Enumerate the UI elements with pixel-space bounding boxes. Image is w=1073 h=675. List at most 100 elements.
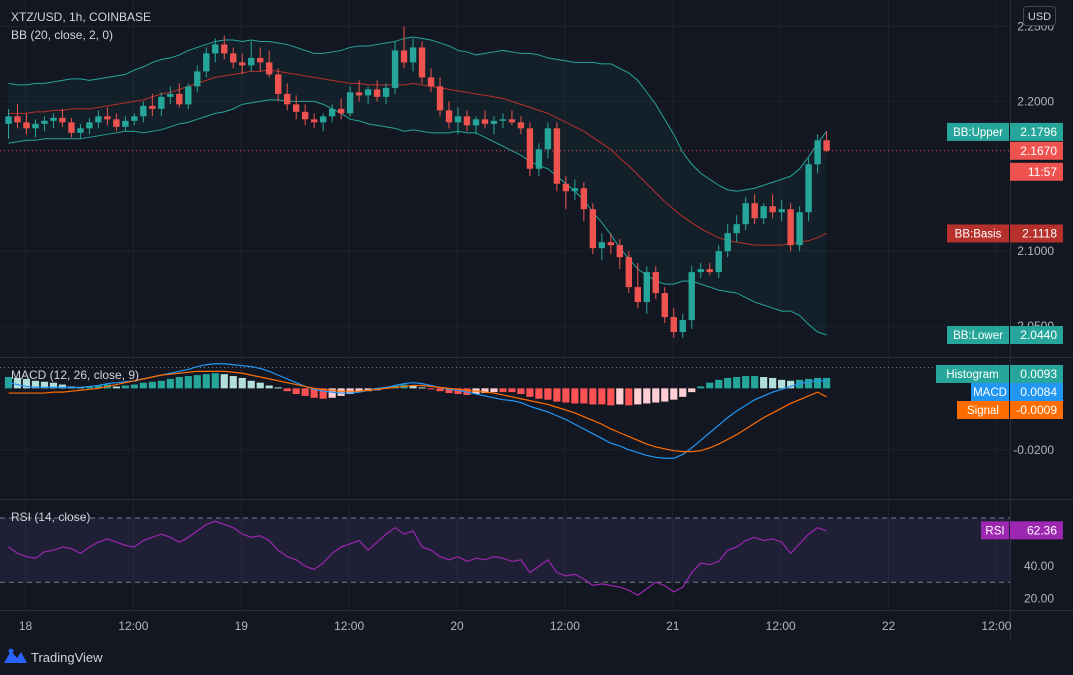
bb-band-fill <box>8 36 827 336</box>
candle-body <box>715 251 722 273</box>
chart-title[interactable]: XTZ/USD, 1h, COINBASE <box>11 10 151 24</box>
macd-histogram-bar <box>202 374 210 389</box>
candle-body <box>427 77 435 87</box>
macd-histogram-bar <box>589 388 597 405</box>
brand-name[interactable]: TradingView <box>31 650 103 665</box>
macd-histogram-bar <box>292 388 300 395</box>
rsi-pane <box>0 517 1010 596</box>
bb-upper-tag-name: BB:Upper <box>953 127 1003 139</box>
bb-legend[interactable]: BB (20, close, 2, 0) <box>11 28 113 42</box>
candle-body <box>463 116 471 126</box>
candle-body <box>490 120 498 124</box>
candle-body <box>86 122 93 129</box>
macd-histogram-bar <box>121 385 129 389</box>
currency-button[interactable]: USD <box>1023 6 1056 26</box>
macd-histogram-bar <box>94 385 102 389</box>
time-tick-label: 12:00 <box>550 619 580 633</box>
candle-body <box>436 86 444 111</box>
candle-body <box>445 110 453 123</box>
candle-body <box>634 287 641 303</box>
macd-histogram-bar <box>661 388 669 402</box>
candle-body <box>508 119 516 123</box>
countdown-bg <box>1010 162 1063 181</box>
candle-body <box>77 128 84 133</box>
rsi-tick-label: 20.00 <box>1024 591 1054 605</box>
candle-body <box>562 183 570 192</box>
candle-body <box>319 116 327 123</box>
bb-upper-line <box>8 36 827 192</box>
candle-body <box>122 120 129 127</box>
bb-upper-tag: BB:Upper 2.1796 <box>947 122 1063 141</box>
signal-tag-value: -0.0009 <box>1016 403 1057 417</box>
macd-histogram-bar <box>157 380 165 389</box>
candle-body <box>221 44 228 54</box>
candle-body <box>544 128 552 150</box>
candle-body <box>41 120 48 124</box>
currency-button-label[interactable]: USD <box>1028 11 1051 23</box>
macd-histogram-bar <box>418 387 426 389</box>
candle-body <box>526 128 534 169</box>
macd-histogram-bar <box>508 388 516 393</box>
candle-body <box>418 47 426 78</box>
candle-body <box>688 272 695 321</box>
tradingview-logo[interactable]: TradingView <box>4 648 103 665</box>
countdown-timer: 11:57 <box>1028 165 1057 179</box>
candle-body <box>805 164 812 213</box>
candle-body <box>68 122 75 133</box>
bb-lower-tag-value: 2.0440 <box>1020 328 1057 342</box>
macd-legend[interactable]: MACD (12, 26, close, 9) <box>11 368 139 382</box>
candle-body <box>212 44 219 54</box>
candle-body <box>328 108 336 117</box>
macd-histogram-bar <box>265 385 273 389</box>
bb-lower-tag-name-bg <box>947 326 1009 345</box>
macd-histogram-bar <box>553 388 561 402</box>
candle-body <box>203 53 210 72</box>
macd-histogram-bar <box>58 384 67 389</box>
macd-histogram-bar <box>822 377 831 389</box>
macd-histogram-bar <box>544 388 552 400</box>
signal-tag-name: Signal <box>967 405 999 417</box>
rsi-legend[interactable]: RSI (14, close) <box>11 510 90 524</box>
macd-histogram-bar <box>256 382 264 389</box>
candle-body <box>706 269 713 273</box>
macd-histogram-bar <box>13 377 22 389</box>
currency-button-frame[interactable] <box>1023 6 1056 26</box>
candle-body <box>59 117 66 123</box>
time-tick-label: 12:00 <box>118 619 148 633</box>
candle-body <box>364 89 372 96</box>
macd-histogram-bar <box>274 387 282 389</box>
candle-body <box>589 209 597 249</box>
candle-body <box>14 116 21 123</box>
macd-histogram-bar <box>229 376 237 389</box>
time-tick-label: 18 <box>19 619 33 633</box>
macd-histogram-bar <box>481 388 489 394</box>
candle-body <box>517 122 525 129</box>
macd-histogram-bar <box>580 388 588 404</box>
bb-basis-tag-name-bg <box>947 224 1009 243</box>
macd-histogram-bar <box>283 388 291 392</box>
macd-histogram-bar <box>535 388 543 399</box>
candle-body <box>751 203 758 219</box>
candle-body <box>194 71 201 87</box>
candlesticks <box>5 26 830 339</box>
macd-histogram-bar <box>562 388 570 403</box>
macd-histogram-bar <box>319 388 327 399</box>
macd-histogram-bar <box>616 388 624 405</box>
macd-histogram-bar <box>724 377 732 389</box>
macd-histogram-bar <box>238 377 246 389</box>
candle-body <box>140 105 147 117</box>
macd-histogram-bar <box>436 388 444 392</box>
candle-body <box>373 89 381 97</box>
macd-histogram-bar <box>139 382 147 389</box>
macd-histogram-bar <box>715 379 723 389</box>
macd-histogram-bar <box>220 374 228 389</box>
macd-tick-label: -0.0200 <box>1013 443 1054 457</box>
signal-line <box>8 370 827 453</box>
macd-histogram-bar <box>490 388 498 393</box>
last-price-tag-value-bg <box>1010 141 1063 160</box>
price-tick-label: 2.1000 <box>1017 244 1054 258</box>
macd-histogram-bar <box>454 388 462 395</box>
histogram-tag: Histogram 0.0093 <box>936 365 1063 383</box>
macd-histogram-bar <box>247 380 255 389</box>
